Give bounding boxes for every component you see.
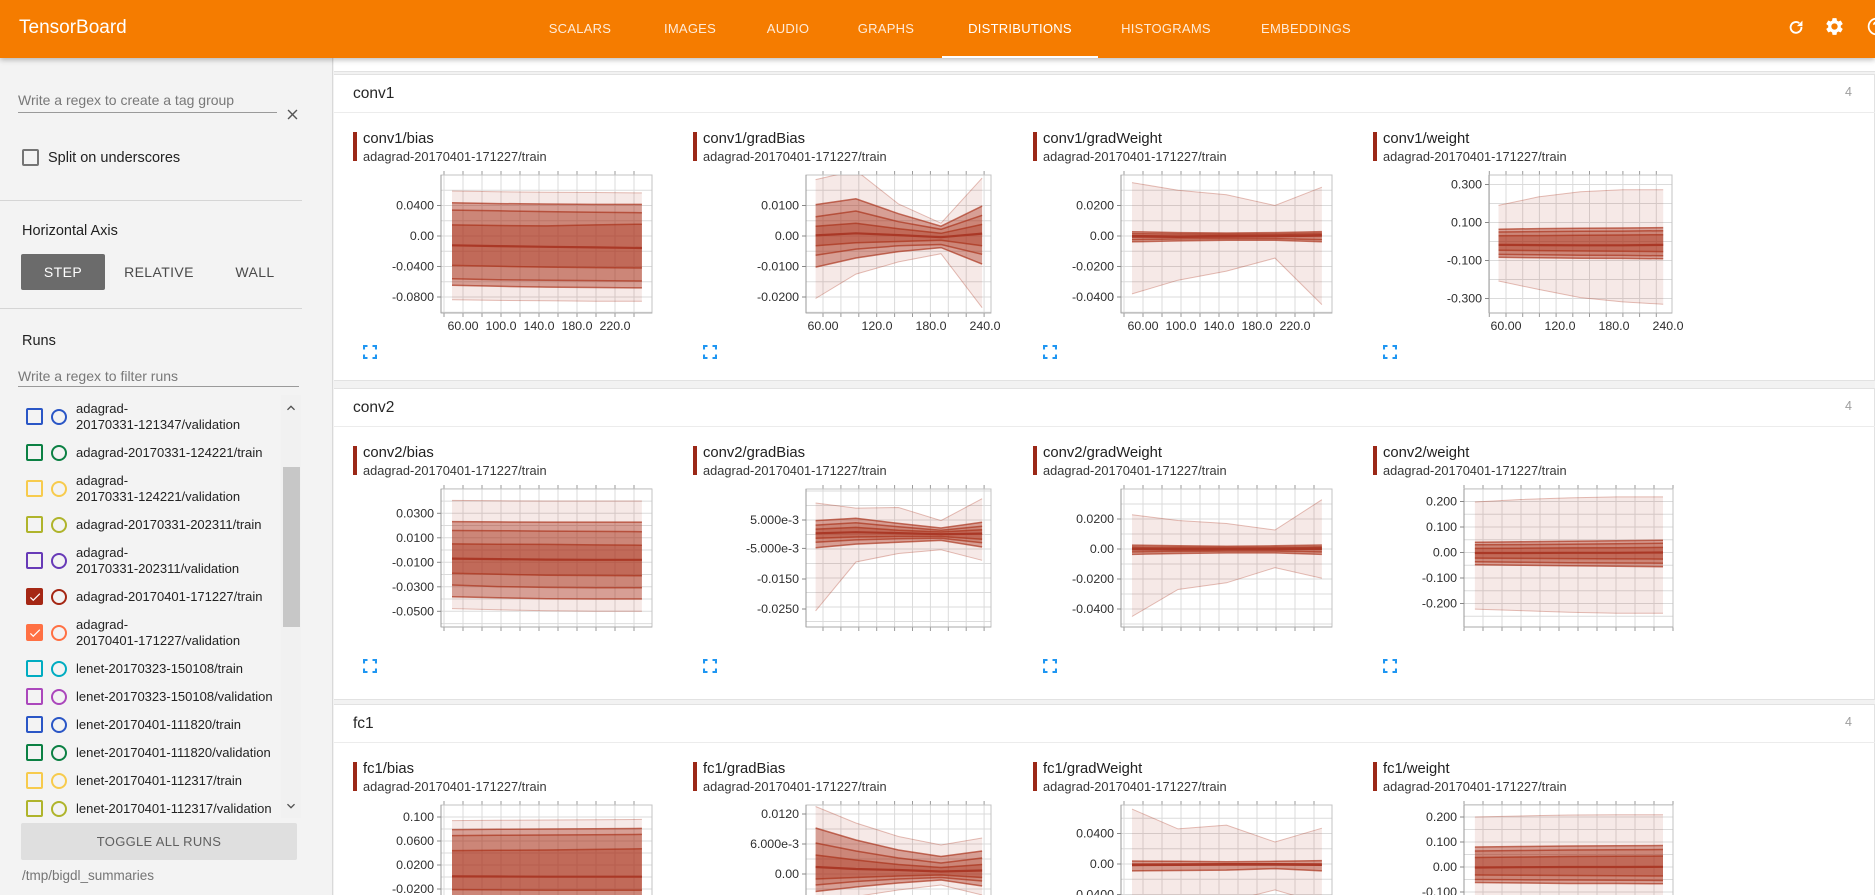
svg-text:60.00: 60.00 [1127, 319, 1158, 333]
svg-text:100.0: 100.0 [1165, 319, 1196, 333]
svg-text:0.00: 0.00 [775, 229, 799, 243]
svg-text:0.0200: 0.0200 [1076, 512, 1114, 526]
svg-text:-0.0100: -0.0100 [757, 260, 799, 274]
svg-text:0.0300: 0.0300 [396, 506, 434, 520]
svg-text:0.0100: 0.0100 [396, 531, 434, 545]
svg-text:140.0: 140.0 [523, 319, 554, 333]
svg-text:-0.0100: -0.0100 [392, 555, 434, 569]
svg-text:240.0: 240.0 [1652, 319, 1683, 333]
svg-text:0.0100: 0.0100 [761, 199, 799, 213]
svg-text:0.00: 0.00 [775, 867, 799, 881]
svg-text:0.200: 0.200 [1426, 810, 1457, 824]
svg-text:220.0: 220.0 [599, 319, 630, 333]
svg-text:-0.0400: -0.0400 [392, 260, 434, 274]
svg-text:-0.0300: -0.0300 [392, 580, 434, 594]
svg-text:0.0600: 0.0600 [396, 834, 434, 848]
svg-text:140.0: 140.0 [1203, 319, 1234, 333]
svg-text:0.0400: 0.0400 [396, 199, 434, 213]
svg-text:-0.0800: -0.0800 [392, 290, 434, 304]
svg-text:-0.0400: -0.0400 [1072, 888, 1114, 895]
svg-text:0.00: 0.00 [410, 229, 434, 243]
svg-text:5.000e-3: 5.000e-3 [750, 513, 799, 527]
svg-text:-0.0200: -0.0200 [392, 882, 434, 895]
svg-text:-0.0200: -0.0200 [757, 290, 799, 304]
svg-text:0.00: 0.00 [1433, 860, 1457, 874]
svg-text:60.00: 60.00 [1490, 319, 1521, 333]
svg-text:240.0: 240.0 [969, 319, 1000, 333]
svg-text:-0.100: -0.100 [1447, 254, 1482, 268]
svg-text:0.100: 0.100 [1451, 216, 1482, 230]
svg-text:0.00: 0.00 [1090, 229, 1114, 243]
svg-text:0.100: 0.100 [403, 810, 434, 824]
svg-text:0.200: 0.200 [1426, 495, 1457, 509]
svg-text:180.0: 180.0 [1598, 319, 1629, 333]
svg-text:220.0: 220.0 [1279, 319, 1310, 333]
svg-text:-0.300: -0.300 [1447, 292, 1482, 306]
svg-text:0.0200: 0.0200 [1076, 199, 1114, 213]
svg-text:-0.100: -0.100 [1422, 571, 1457, 585]
svg-text:-0.0150: -0.0150 [757, 572, 799, 586]
svg-text:0.0400: 0.0400 [1076, 827, 1114, 841]
svg-text:-0.100: -0.100 [1422, 885, 1457, 895]
svg-text:180.0: 180.0 [915, 319, 946, 333]
svg-text:0.100: 0.100 [1426, 520, 1457, 534]
svg-text:0.0120: 0.0120 [761, 807, 799, 821]
svg-text:6.000e-3: 6.000e-3 [750, 837, 799, 851]
svg-text:0.300: 0.300 [1451, 178, 1482, 192]
svg-text:120.0: 120.0 [861, 319, 892, 333]
svg-text:60.00: 60.00 [807, 319, 838, 333]
svg-text:-0.0500: -0.0500 [392, 604, 434, 618]
svg-text:0.00: 0.00 [1433, 546, 1457, 560]
svg-text:100.0: 100.0 [485, 319, 516, 333]
svg-text:60.00: 60.00 [447, 319, 478, 333]
svg-text:0.00: 0.00 [1090, 857, 1114, 871]
svg-text:-0.0200: -0.0200 [1072, 260, 1114, 274]
svg-text:180.0: 180.0 [561, 319, 592, 333]
svg-text:-0.0400: -0.0400 [1072, 290, 1114, 304]
svg-text:-0.200: -0.200 [1422, 597, 1457, 611]
svg-text:-0.0250: -0.0250 [757, 602, 799, 616]
svg-text:-0.0400: -0.0400 [1072, 602, 1114, 616]
svg-text:0.100: 0.100 [1426, 835, 1457, 849]
svg-text:-0.0200: -0.0200 [1072, 572, 1114, 586]
svg-text:0.0200: 0.0200 [396, 858, 434, 872]
svg-text:120.0: 120.0 [1544, 319, 1575, 333]
svg-text:180.0: 180.0 [1241, 319, 1272, 333]
svg-text:0.00: 0.00 [1090, 542, 1114, 556]
svg-text:-5.000e-3: -5.000e-3 [746, 541, 799, 555]
